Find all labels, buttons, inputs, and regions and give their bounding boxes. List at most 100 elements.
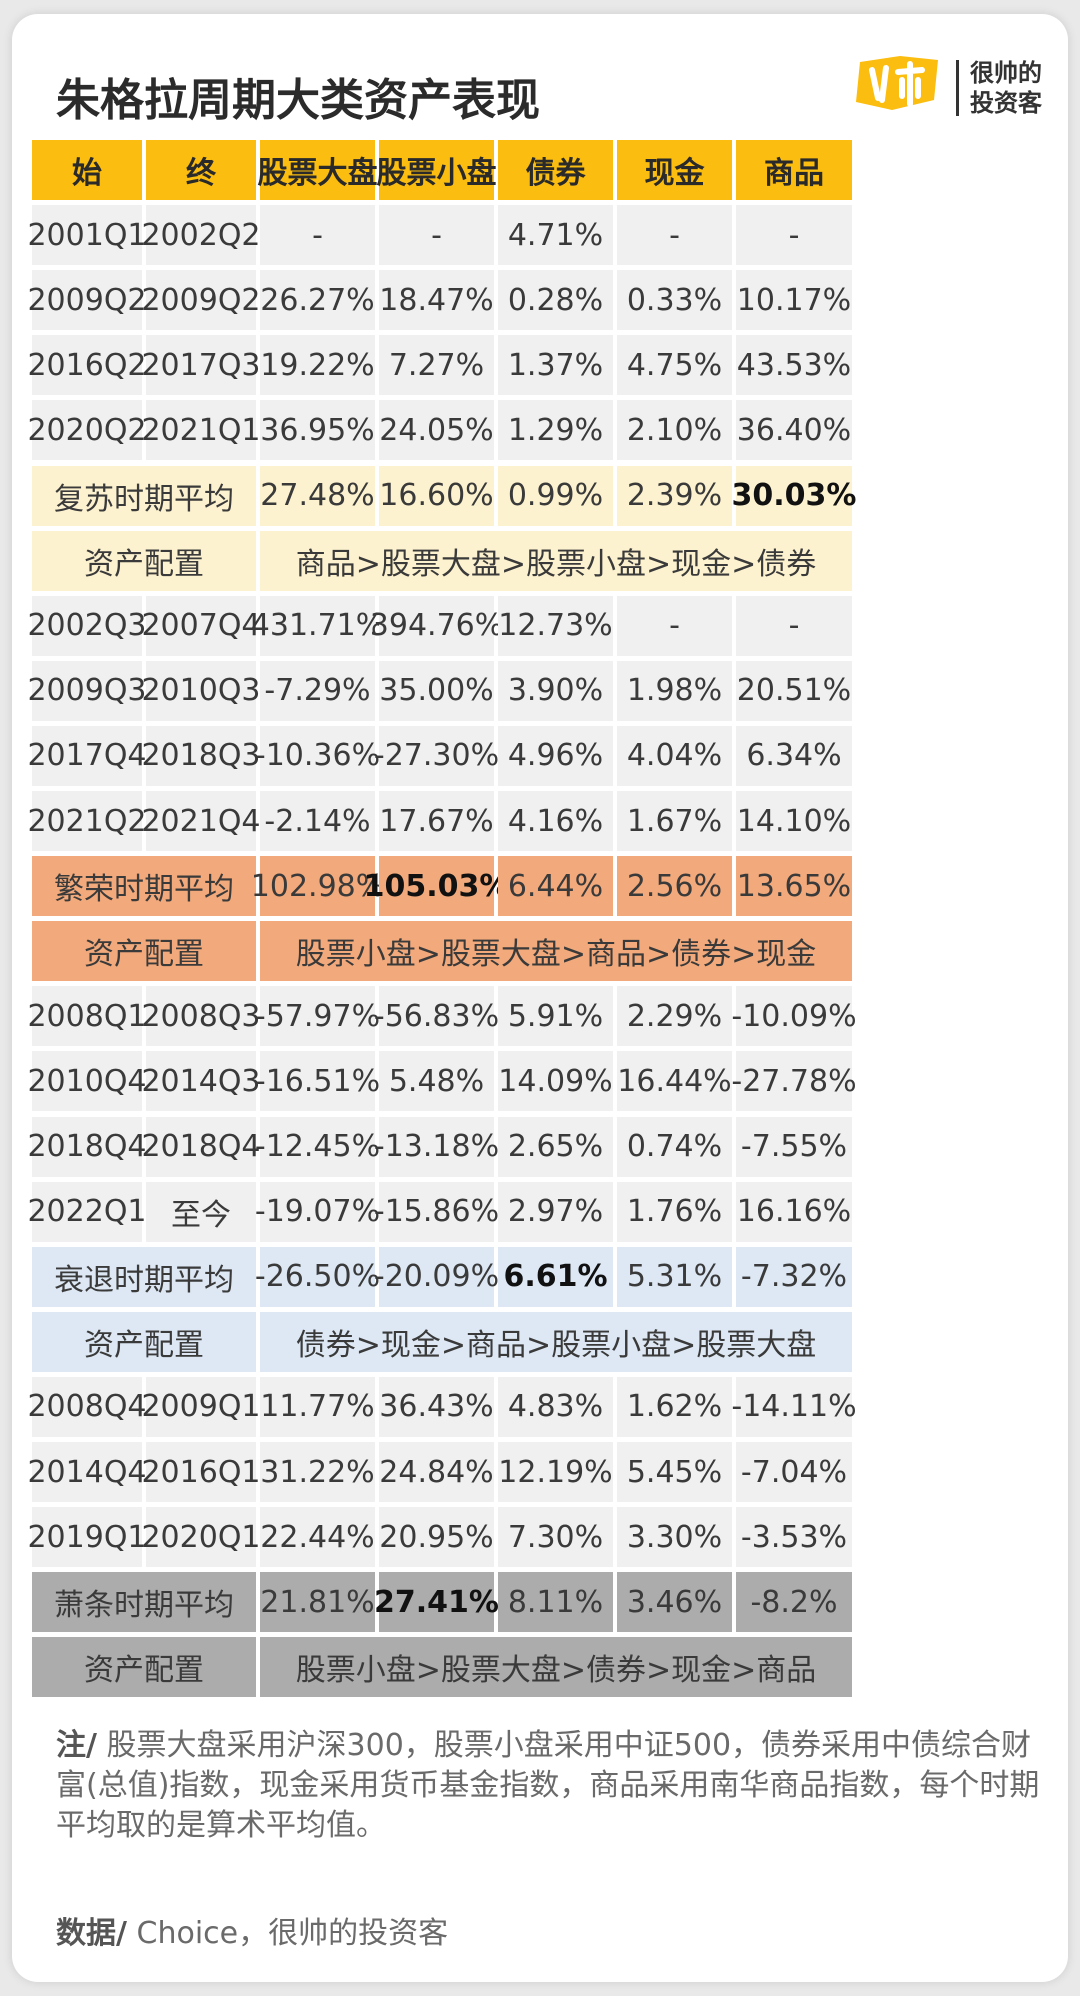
table-cell: 4.75% <box>617 335 732 396</box>
table-cell: 1.76% <box>617 1181 732 1242</box>
table-cell: 2014Q4 <box>27 1442 147 1502</box>
allocation-row: 资产配置 债券>现金>商品>股票小盘>股票大盘 <box>32 1311 1072 1372</box>
average-cell: 13.65% <box>736 856 852 917</box>
table-row: 2021Q2 2021Q4 -2.14% 17.67% 4.16% 1.67% 14.10% <box>27 791 1072 851</box>
table-cell: -16.51% <box>255 1051 380 1112</box>
table-cell: 2016Q1 <box>141 1442 261 1502</box>
allocation-ranking: 股票小盘>股票大盘>商品>债券>现金 <box>260 921 852 982</box>
table-cell: 36.95% <box>260 400 375 461</box>
column-header: 股票大盘 <box>258 140 378 200</box>
table-cell: 431.71% <box>251 595 384 656</box>
table-cell: 2002Q3 <box>27 595 147 656</box>
table-cell: 0.28% <box>498 270 613 331</box>
average-cell: -26.50% <box>255 1246 380 1307</box>
table-cell: 5.48% <box>379 1051 494 1112</box>
table-cell: -14.11% <box>731 1376 857 1437</box>
column-header: 现金 <box>617 140 732 200</box>
table-cell: 18.47% <box>379 270 494 331</box>
allocation-label: 资产配置 <box>32 1311 256 1372</box>
table-cell: 3.90% <box>498 660 613 721</box>
table-cell: 43.53% <box>736 335 852 396</box>
table-cell: 35.00% <box>379 660 494 721</box>
table-cell: 2008Q4 <box>27 1376 147 1437</box>
table-cell: -10.36% <box>255 725 380 786</box>
logo-line-2: 投资客 <box>970 89 1042 117</box>
table-cell: 2020Q1 <box>141 1507 261 1568</box>
table-cell: -27.30% <box>374 725 499 786</box>
period-average-label: 衰退时期平均 <box>32 1246 256 1307</box>
table-cell: 394.76% <box>370 595 503 656</box>
table-cell: 5.45% <box>617 1442 732 1502</box>
average-cell: 30.03% <box>732 465 856 526</box>
table-cell: 2.97% <box>498 1181 613 1242</box>
allocation-label: 资产配置 <box>32 1637 256 1698</box>
table-cell: 20.95% <box>379 1507 494 1568</box>
allocation-row: 资产配置 股票小盘>股票大盘>商品>债券>现金 <box>32 921 1072 982</box>
column-header: 商品 <box>736 140 852 200</box>
table-cell: - <box>379 205 494 266</box>
table-cell: 1.98% <box>617 660 732 721</box>
table-cell: 14.10% <box>736 791 852 851</box>
source-text: Choice，很帅的投资客 <box>136 1916 449 1951</box>
table-row: 2016Q2 2017Q3 19.22% 7.27% 1.37% 4.75% 43.53% <box>27 335 1072 396</box>
table-row: 2018Q4 2018Q4 -12.45% -13.18% 2.65% 0.74% -7.5… <box>27 1116 1072 1177</box>
table-cell: 24.05% <box>379 400 494 461</box>
average-cell: -8.2% <box>736 1572 852 1633</box>
table-row: 2009Q3 2010Q3 -7.29% 35.00% 3.90% 1.98% 20.51% <box>27 660 1072 721</box>
table-row: 2008Q4 2009Q1 11.77% 36.43% 4.83% 1.62% -14.11… <box>27 1376 1072 1437</box>
table-cell: 2018Q4 <box>27 1116 147 1177</box>
table-cell: 5.91% <box>498 986 613 1047</box>
table-cell: 2008Q3 <box>141 986 261 1047</box>
allocation-label: 资产配置 <box>32 921 256 982</box>
table-cell: -19.07% <box>255 1181 380 1242</box>
table-cell: 2009Q3 <box>27 660 147 721</box>
table-cell: 1.62% <box>617 1376 732 1437</box>
table-cell: - <box>736 205 852 266</box>
table-cell: 19.22% <box>260 335 375 396</box>
table-cell: -12.45% <box>255 1116 380 1177</box>
table-row: 2022Q1 至今 -19.07% -15.86% 2.97% 1.76% 16.16% <box>27 1181 1072 1242</box>
data-source: 数据/ Choice，很帅的投资客 <box>56 1908 1046 1952</box>
table-cell: 14.09% <box>498 1051 613 1112</box>
table-cell: - <box>736 595 852 656</box>
source-prefix: 数据/ <box>56 1916 127 1951</box>
average-cell: -7.32% <box>736 1246 852 1307</box>
column-header: 始 <box>32 140 142 200</box>
table-cell: 17.67% <box>379 791 494 851</box>
table-row: 2009Q2 2009Q2 26.27% 18.47% 0.28% 0.33% 10.17% <box>27 270 1072 331</box>
average-cell: 8.11% <box>498 1572 613 1633</box>
table-row: 2001Q1 2002Q2- -4.71% - - <box>27 205 1072 266</box>
infographic-card: 朱格拉周期大类资产表现 很帅的 投资客 始终股票大盘 股票小盘 债券 现金 商品 2001… <box>12 14 1068 1982</box>
average-cell: -20.09% <box>374 1246 499 1307</box>
average-cell: 16.60% <box>379 465 494 526</box>
table-cell: - <box>617 595 732 656</box>
table-row: 2014Q4 2016Q1 31.22% 24.84% 12.19% 5.45% -7.04… <box>27 1442 1072 1502</box>
table-cell: -13.18% <box>374 1116 499 1177</box>
table-cell: 10.17% <box>736 270 852 331</box>
table-cell: 2001Q1 <box>27 205 147 266</box>
table-cell: 0.74% <box>617 1116 732 1177</box>
table-cell: 31.22% <box>260 1442 375 1502</box>
table-cell: 2.10% <box>617 400 732 461</box>
period-average-label: 萧条时期平均 <box>32 1572 256 1633</box>
table-cell: 0.33% <box>617 270 732 331</box>
table-cell: 22.44% <box>260 1507 375 1568</box>
period-average-row: 复苏时期平均 27.48% 16.60% 0.99% 2.39% 30.03% <box>32 465 1072 526</box>
table-cell: 2017Q4 <box>27 725 147 786</box>
table-cell: 7.27% <box>379 335 494 396</box>
table-row: 2002Q3 2007Q4 431.71% 394.76% 12.73% - - <box>27 595 1072 656</box>
table-cell: 2008Q1 <box>27 986 147 1047</box>
table-cell: 4.96% <box>498 725 613 786</box>
period-average-row: 萧条时期平均 21.81% 27.41% 8.11% 3.46% -8.2% <box>32 1572 1072 1633</box>
table-cell: 1.67% <box>617 791 732 851</box>
average-cell: 102.98% <box>251 856 384 917</box>
table-header-row: 始终股票大盘 股票小盘 债券 现金 商品 <box>32 140 1072 200</box>
average-cell: 6.61% <box>498 1246 613 1307</box>
table-cell: 4.83% <box>498 1376 613 1437</box>
average-cell: 27.41% <box>374 1572 499 1633</box>
allocation-row: 资产配置 股票小盘>股票大盘>债券>现金>商品 <box>32 1637 1072 1698</box>
allocation-ranking: 股票小盘>股票大盘>债券>现金>商品 <box>260 1637 852 1698</box>
table-cell: -7.55% <box>736 1116 852 1177</box>
table-cell: 2019Q1 <box>27 1507 147 1568</box>
table-cell: -10.09% <box>731 986 857 1047</box>
